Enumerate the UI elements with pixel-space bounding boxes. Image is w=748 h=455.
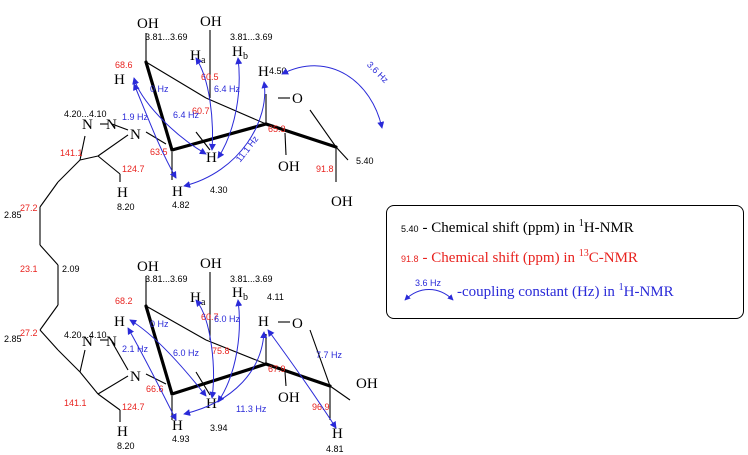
top-oh-4: OH bbox=[331, 194, 353, 210]
top-h-lower: H bbox=[172, 184, 183, 200]
bottom-oh-1: OH bbox=[137, 259, 159, 275]
bottom-ring-o: O bbox=[292, 316, 303, 332]
legend-13c-sample: 91.8 bbox=[401, 254, 419, 264]
legend: 5.40- Chemical shift (ppm) in 1H-NMR 91.… bbox=[386, 205, 744, 319]
top-h1-h-lower: 4.82 bbox=[172, 200, 190, 210]
legend-coupling-text: -coupling constant (Hz) in 1H-NMR bbox=[457, 282, 674, 301]
bottom-h1-anomeric: 4.81 bbox=[326, 444, 344, 454]
legend-1h-sample: 5.40 bbox=[401, 224, 419, 234]
top-ha-sub: a bbox=[201, 55, 206, 66]
legend-13c-text: - Chemical shift (ppm) in 13C-NMR bbox=[422, 248, 638, 266]
top-c13-triazole-c4: 141.1 bbox=[60, 148, 83, 158]
linker-c13-upper: 27.2 bbox=[20, 203, 38, 213]
top-j-top-right: 3.6 Hz bbox=[365, 60, 391, 86]
legend-row-1h: 5.40- Chemical shift (ppm) in 1H-NMR bbox=[401, 218, 634, 237]
bottom-c13-triazole-c4: 141.1 bbox=[64, 398, 87, 408]
top-j-64b: 6.4 Hz bbox=[173, 110, 200, 120]
legend-1h-text: - Chemical shift (ppm) in 1H-NMR bbox=[422, 218, 634, 236]
linker-c13-lower: 27.2 bbox=[20, 328, 38, 338]
bottom-j-0: 0 Hz bbox=[150, 319, 169, 329]
top-oh-2: OH bbox=[200, 14, 222, 30]
top-molecule: OH OH H a H b H O H N N N H OH H H OH 3.… bbox=[39, 14, 391, 373]
bottom-h-anomeric: H bbox=[332, 426, 343, 442]
bottom-hb-sub: b bbox=[243, 292, 248, 303]
bottom-n-2: N bbox=[106, 334, 117, 350]
linker-c13-mid: 23.1 bbox=[20, 264, 38, 274]
bottom-h-ring-upper: H bbox=[258, 314, 269, 330]
bottom-h1-h-center: 3.94 bbox=[210, 423, 228, 433]
top-triazole-h: H bbox=[117, 185, 128, 201]
bottom-j-21: 2.1 Hz bbox=[122, 344, 149, 354]
bottom-oh-4: OH bbox=[356, 376, 378, 392]
bottom-h1-oh-top: 3.81...3.69 bbox=[145, 274, 188, 284]
top-n-1: N bbox=[82, 117, 93, 133]
bottom-c13-anomeric: 96.9 bbox=[312, 402, 330, 412]
bottom-hb: H bbox=[232, 285, 243, 301]
legend-coupling-arrow-icon: 3.6 Hz bbox=[401, 278, 457, 304]
bottom-c13-c-oh: 68.2 bbox=[115, 296, 133, 306]
top-h1-oh-top: 3.81...3.69 bbox=[145, 32, 188, 42]
top-h1-h-center: 4.30 bbox=[210, 185, 228, 195]
top-j-19: 1.9 Hz bbox=[122, 112, 149, 122]
bottom-c13-c-ring: 75.8 bbox=[212, 346, 230, 356]
top-coupling-arrows bbox=[132, 57, 385, 188]
top-c13-c-oh: 68.6 bbox=[115, 60, 133, 70]
top-oh-3: OH bbox=[278, 159, 300, 175]
top-h1-anomeric: 5.40 bbox=[356, 156, 374, 166]
bottom-ha-sub: a bbox=[201, 297, 206, 308]
linker-h1-upper: 2.85 bbox=[4, 210, 22, 220]
bottom-j-60b: 6.0 Hz bbox=[173, 348, 200, 358]
bottom-oh-2: OH bbox=[200, 256, 222, 272]
top-h-ring-upper: H bbox=[258, 64, 269, 80]
top-c13-anomeric: 91.8 bbox=[316, 164, 334, 174]
top-h-center: H bbox=[206, 150, 217, 166]
top-h1-oh-side: 3.81...3.69 bbox=[230, 32, 273, 42]
top-j-64a: 6.4 Hz bbox=[214, 84, 241, 94]
bottom-j-77: 7.7 Hz bbox=[316, 350, 343, 360]
top-h-left: H bbox=[114, 72, 125, 88]
bottom-h1-oh-side: 3.81...3.69 bbox=[230, 274, 273, 284]
bottom-h-left: H bbox=[114, 314, 125, 330]
bottom-c13-triazole-c5: 124.7 bbox=[122, 402, 145, 412]
top-n-2: N bbox=[106, 117, 117, 133]
top-c13-triazole-c5: 124.7 bbox=[122, 164, 145, 174]
top-hb: H bbox=[232, 44, 243, 60]
bottom-h-lower: H bbox=[172, 418, 183, 434]
top-h1-h-left: 4.20...4.10 bbox=[64, 109, 107, 119]
bottom-n-3: N bbox=[130, 369, 141, 385]
legend-row-13c: 91.8- Chemical shift (ppm) in 13C-NMR bbox=[401, 248, 638, 267]
bottom-molecule: OH OH H a H b H O H N N N H OH OH H H H … bbox=[64, 256, 378, 454]
bottom-j-60a: 6.0 Hz bbox=[214, 314, 241, 324]
bottom-n-1: N bbox=[82, 334, 93, 350]
top-ha: H bbox=[190, 48, 201, 64]
bottom-h1-ring-upper: 4.11 bbox=[267, 292, 284, 302]
top-ring-o: O bbox=[292, 91, 303, 107]
bottom-ha: H bbox=[190, 290, 201, 306]
top-h1-triazole: 8.20 bbox=[117, 202, 135, 212]
top-n-3: N bbox=[130, 127, 141, 143]
linker-h1-mid: 2.09 bbox=[62, 264, 80, 274]
legend-row-coupling: 3.6 Hz -coupling constant (Hz) in 1H-NMR bbox=[401, 278, 674, 304]
bottom-h1-h-left: 4.20...4.10 bbox=[64, 330, 107, 340]
top-j-111: 11.1 Hz bbox=[234, 134, 261, 164]
legend-coupling-sample: 3.6 Hz bbox=[415, 278, 442, 288]
bottom-h1-h-lower: 4.93 bbox=[172, 434, 190, 444]
bottom-triazole-h: H bbox=[117, 424, 128, 440]
top-oh-1: OH bbox=[137, 16, 159, 32]
linker-h1-lower: 2.85 bbox=[4, 334, 22, 344]
bottom-h1-triazole: 8.20 bbox=[117, 441, 135, 451]
top-j-0: 0 Hz bbox=[150, 84, 169, 94]
linker: 2.85 27.2 2.09 23.1 2.85 27.2 bbox=[4, 203, 80, 344]
bottom-j-113: 11.3 Hz bbox=[236, 404, 267, 414]
bottom-coupling-arrows bbox=[127, 299, 337, 429]
top-hb-sub: b bbox=[243, 51, 248, 62]
bottom-c13-c-ring2: 67.9 bbox=[268, 364, 286, 374]
top-h1-ring-upper: 4.50 bbox=[269, 66, 287, 76]
bottom-oh-3: OH bbox=[278, 390, 300, 406]
top-c13-c-ring2: 65.3 bbox=[268, 124, 286, 134]
